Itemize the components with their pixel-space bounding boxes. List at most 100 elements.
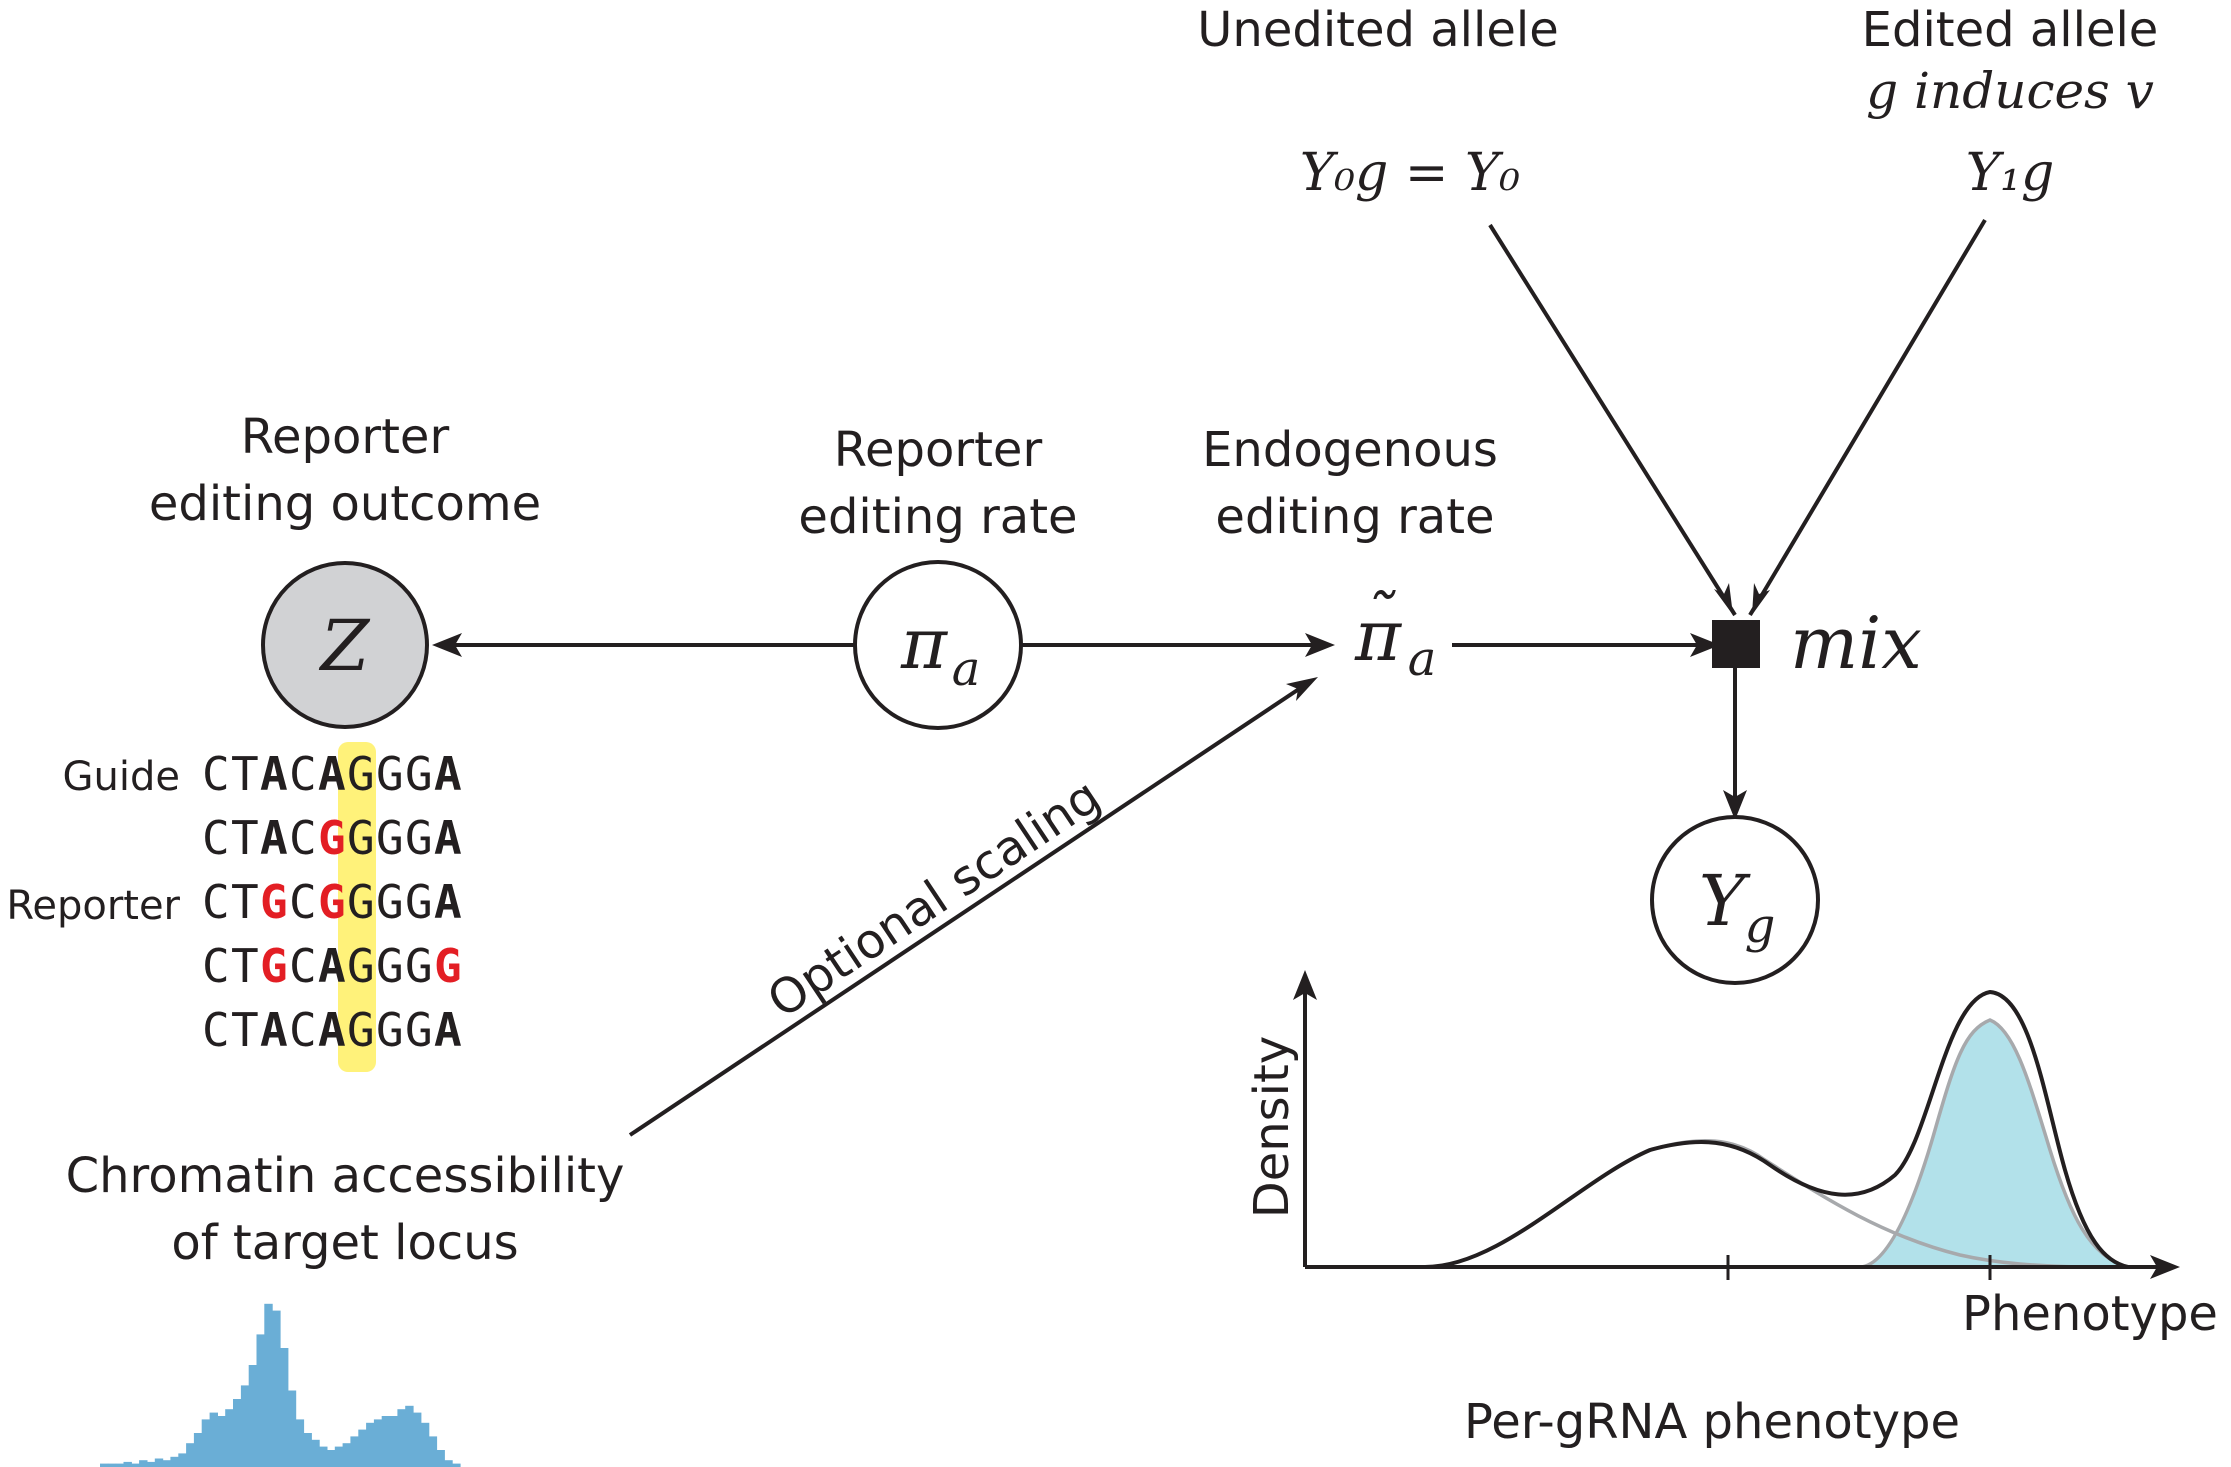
sequence-base: G: [405, 875, 433, 929]
chromatin-bar: [264, 1303, 273, 1467]
sequence-base: G: [405, 939, 433, 993]
chromatin-bar: [170, 1456, 179, 1467]
sequence-base: C: [202, 939, 230, 993]
chromatin-bar: [240, 1385, 250, 1467]
arrowhead-to-phenotype: [1723, 790, 1747, 820]
sequence-base: G: [405, 811, 433, 865]
chromatin-bar: [303, 1433, 312, 1467]
density-edited-fill: [1862, 1020, 2128, 1267]
endogenous-rate-label-1: Endogenous: [1202, 422, 1498, 478]
chromatin-bar: [131, 1463, 140, 1467]
endogenous-rate-symbol: π: [1354, 595, 1403, 677]
chromatin-bar: [405, 1405, 414, 1467]
sequence-base: C: [289, 811, 317, 865]
chromatin-bar: [311, 1439, 320, 1467]
chromatin-bar: [287, 1390, 297, 1467]
density-x-label: Phenotype: [1962, 1286, 2218, 1342]
sequence-base: G: [260, 939, 288, 993]
sequence-base: G: [347, 875, 375, 929]
sequence-base: T: [231, 811, 259, 865]
chromatin-bar: [295, 1419, 305, 1467]
chromatin-bar: [178, 1453, 187, 1467]
arrowhead-edited: [1752, 583, 1770, 615]
sequence-base: C: [202, 811, 230, 865]
chromatin-bar: [147, 1461, 156, 1467]
sequence-rows: C T A C A G G G AC T A C G G G G AC T G C G G G G AC T G C A G G G GC T A C…: [202, 747, 462, 1057]
chromatin-bar: [225, 1409, 234, 1467]
reporter-rate-symbol: π: [900, 603, 949, 685]
sequence-base: G: [347, 747, 375, 801]
edited-formula: Y₁g: [1966, 143, 2054, 203]
arrowhead-scaling: [1286, 677, 1318, 701]
chromatin-bar: [452, 1463, 461, 1467]
sequence-base: G: [376, 1003, 404, 1057]
chromatin-bar: [186, 1443, 195, 1467]
edge-chromatin-scaling: [628, 683, 1307, 1137]
sequence-base: A: [318, 1003, 346, 1057]
unedited-allele-label: Unedited allele: [1197, 2, 1558, 58]
sequence-base: G: [260, 875, 288, 929]
sequence-base: G: [347, 939, 375, 993]
chromatin-bar: [248, 1365, 258, 1467]
density-x-arrowhead: [2150, 1255, 2180, 1279]
sequence-base: A: [434, 811, 462, 865]
chromatin-label-2: of target locus: [171, 1215, 518, 1271]
sequence-base: G: [405, 747, 433, 801]
sequence-base: G: [318, 875, 346, 929]
chromatin-bar: [397, 1409, 406, 1467]
reporter-label: Reporter: [6, 883, 180, 929]
sequence-base: A: [434, 747, 462, 801]
sequence-base: G: [318, 811, 346, 865]
chromatin-bar: [342, 1443, 351, 1467]
reporter-rate-subscript: a: [952, 641, 981, 697]
chromatin-bar: [272, 1310, 281, 1467]
chromatin-bar: [280, 1348, 289, 1467]
sequence-base: C: [202, 747, 230, 801]
chromatin-bar: [319, 1446, 328, 1467]
sequence-base: A: [260, 747, 288, 801]
sequence-base: T: [231, 1003, 259, 1057]
mix-factor-square: [1712, 620, 1760, 668]
chromatin-bar: [107, 1463, 117, 1467]
sequence-base: G: [405, 1003, 433, 1057]
phenotype-symbol: Y: [1699, 860, 1751, 942]
sequence-base: A: [318, 939, 346, 993]
endogenous-rate-label-2: editing rate: [1215, 489, 1494, 545]
optional-scaling-label: Optional scaling: [758, 768, 1111, 1029]
phenotype-subscript: g: [1745, 898, 1776, 954]
reporter-rate-label-2: editing rate: [798, 489, 1077, 545]
chromatin-bar: [193, 1433, 203, 1467]
sequence-base: C: [289, 747, 317, 801]
sequence-base: T: [231, 939, 259, 993]
endogenous-rate-tilde: ˜: [1362, 582, 1396, 656]
sequence-base: A: [434, 875, 462, 929]
chromatin-bar: [381, 1416, 391, 1467]
sequence-base: G: [347, 811, 375, 865]
chromatin-label-1: Chromatin accessibility: [66, 1148, 625, 1204]
chromatin-bar: [201, 1419, 211, 1467]
mix-label: mix: [1790, 601, 1922, 685]
sequence-base: G: [376, 811, 404, 865]
arrowhead-to-mix: [1690, 633, 1720, 657]
chromatin-bar: [162, 1460, 171, 1467]
chromatin-bar: [209, 1412, 218, 1467]
edit-site-highlight: [338, 742, 376, 1072]
density-y-arrowhead: [1293, 970, 1317, 1000]
edge-edited-to-mix: [1748, 218, 1987, 617]
sequence-base: G: [376, 939, 404, 993]
chromatin-bar: [256, 1334, 265, 1467]
sequence-base: T: [231, 875, 259, 929]
chromatin-bar: [389, 1416, 398, 1467]
chromatin-bar: [327, 1450, 336, 1467]
sequence-base: T: [231, 747, 259, 801]
sequence-base: C: [289, 1003, 317, 1057]
chromatin-bar: [100, 1463, 109, 1467]
phenotype-node: [1650, 815, 1820, 985]
sequence-base: C: [289, 875, 317, 929]
sequence-base: C: [202, 1003, 230, 1057]
sequence-base: G: [434, 939, 462, 993]
chromatin-bar: [373, 1419, 383, 1467]
chromatin-bar: [436, 1450, 445, 1467]
chromatin-bar: [350, 1436, 359, 1467]
